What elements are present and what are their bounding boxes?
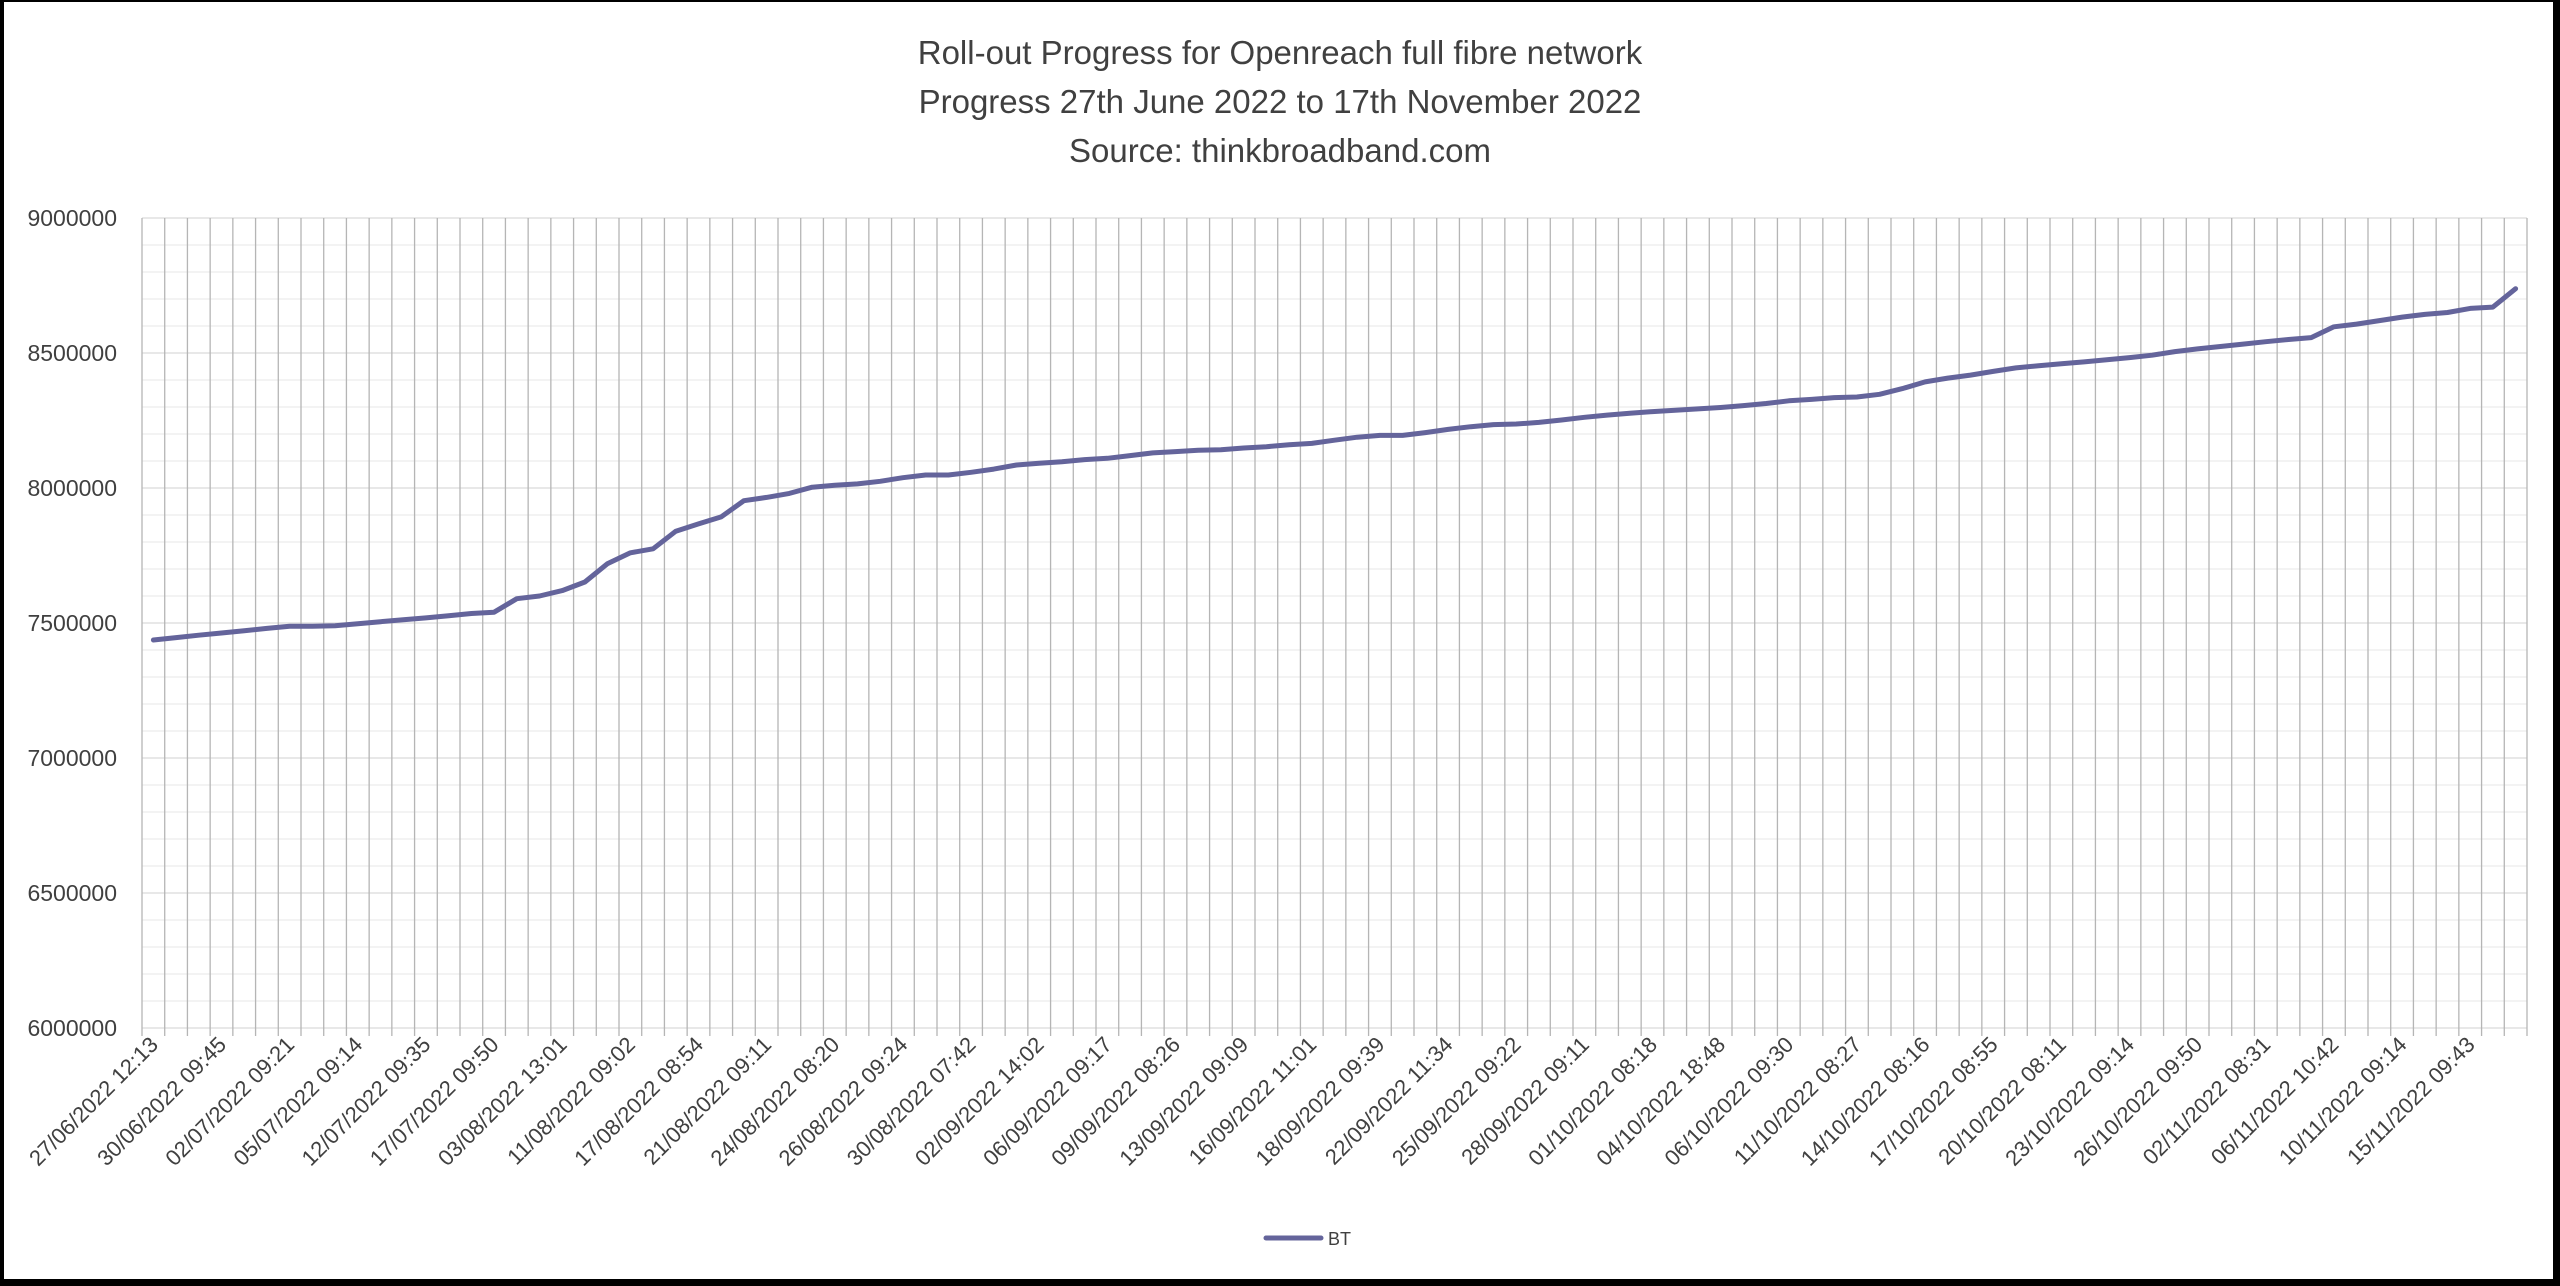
x-tick-label: 02/07/2022 09:21 xyxy=(160,1032,299,1171)
x-tick-label: 06/09/2022 09:17 xyxy=(978,1032,1117,1171)
legend: BT xyxy=(1263,1229,1351,1249)
x-tick-label: 23/10/2022 09:14 xyxy=(2000,1032,2139,1171)
x-tick-label: 03/08/2022 13:01 xyxy=(433,1032,572,1171)
chart-title-block: Roll-out Progress for Openreach full fib… xyxy=(0,28,2560,175)
x-tick-label: 26/10/2022 09:50 xyxy=(2068,1032,2207,1171)
chart-subtitle: Progress 27th June 2022 to 17th November… xyxy=(918,83,1642,120)
x-tick-label: 20/10/2022 08:11 xyxy=(1933,1032,2071,1170)
y-tick-label: 6000000 xyxy=(27,1015,117,1041)
y-axis-tick-labels: 9000000 8500000 8000000 7500000 7000000 65000… xyxy=(27,205,117,1041)
y-tick-label: 7500000 xyxy=(27,610,117,636)
chart-title: Roll-out Progress for Openreach full fib… xyxy=(917,34,1643,71)
x-tick-label: 14/10/2022 08:16 xyxy=(1796,1032,1935,1171)
x-tick-label: 10/11/2022 09:14 xyxy=(2274,1032,2412,1170)
x-tick-label: 27/06/2022 12:13 xyxy=(24,1032,163,1171)
y-tick-label: 8000000 xyxy=(27,475,117,501)
x-tick-label: 02/11/2022 08:31 xyxy=(2138,1032,2276,1170)
x-tick-label: 28/09/2022 09:11 xyxy=(1456,1032,1594,1170)
x-tick-label: 16/09/2022 11:01 xyxy=(1184,1032,1322,1170)
x-tick-label: 30/06/2022 09:45 xyxy=(92,1032,231,1171)
series-line-bt xyxy=(150,286,2519,643)
y-tick-label: 8500000 xyxy=(27,340,117,366)
x-tick-label: 17/10/2022 08:55 xyxy=(1864,1032,2003,1171)
chart-source: Source: thinkbroadband.com xyxy=(1069,132,1491,169)
x-tick-label: 04/10/2022 18:48 xyxy=(1591,1032,1730,1171)
x-tick-label: 02/09/2022 14:02 xyxy=(910,1032,1049,1171)
x-tick-label: 13/09/2022 09:09 xyxy=(1114,1032,1253,1171)
x-tick-label: 11/08/2022 09:02 xyxy=(502,1032,640,1170)
x-tick-label: 15/11/2022 09:43 xyxy=(2342,1032,2480,1170)
y-tick-label: 9000000 xyxy=(27,205,117,231)
x-tick-label: 11/10/2022 08:27 xyxy=(1729,1032,1867,1170)
minor-gridlines xyxy=(142,217,2527,1029)
y-tick-label: 7000000 xyxy=(27,745,117,771)
x-tick-label: 22/09/2022 11:34 xyxy=(1320,1032,1458,1170)
y-tick-label: 6500000 xyxy=(27,880,117,906)
x-tick-label: 25/09/2022 09:22 xyxy=(1387,1032,1526,1171)
x-tick-label: 12/07/2022 09:35 xyxy=(297,1032,436,1171)
x-tick-label: 05/07/2022 09:14 xyxy=(229,1032,368,1171)
x-tick-label: 09/09/2022 08:26 xyxy=(1046,1032,1185,1171)
x-tick-label: 30/08/2022 07:42 xyxy=(842,1032,981,1171)
x-tick-label: 17/07/2022 09:50 xyxy=(365,1032,504,1171)
vertical-gridlines xyxy=(141,218,2528,1036)
x-tick-label: 18/09/2022 09:39 xyxy=(1251,1032,1390,1171)
x-tick-label: 21/08/2022 09:11 xyxy=(639,1032,777,1170)
x-tick-label: 24/08/2022 08:20 xyxy=(706,1032,845,1171)
x-tick-label: 06/11/2022 10:42 xyxy=(2206,1032,2344,1170)
x-tick-label: 01/10/2022 08:18 xyxy=(1523,1032,1662,1171)
x-tick-label: 17/08/2022 08:54 xyxy=(569,1032,708,1171)
x-tick-label: 26/08/2022 09:24 xyxy=(774,1032,913,1171)
chart-frame xyxy=(4,2,2553,1279)
legend-label-bt: BT xyxy=(1328,1229,1351,1249)
x-tick-label: 06/10/2022 09:30 xyxy=(1660,1032,1799,1171)
